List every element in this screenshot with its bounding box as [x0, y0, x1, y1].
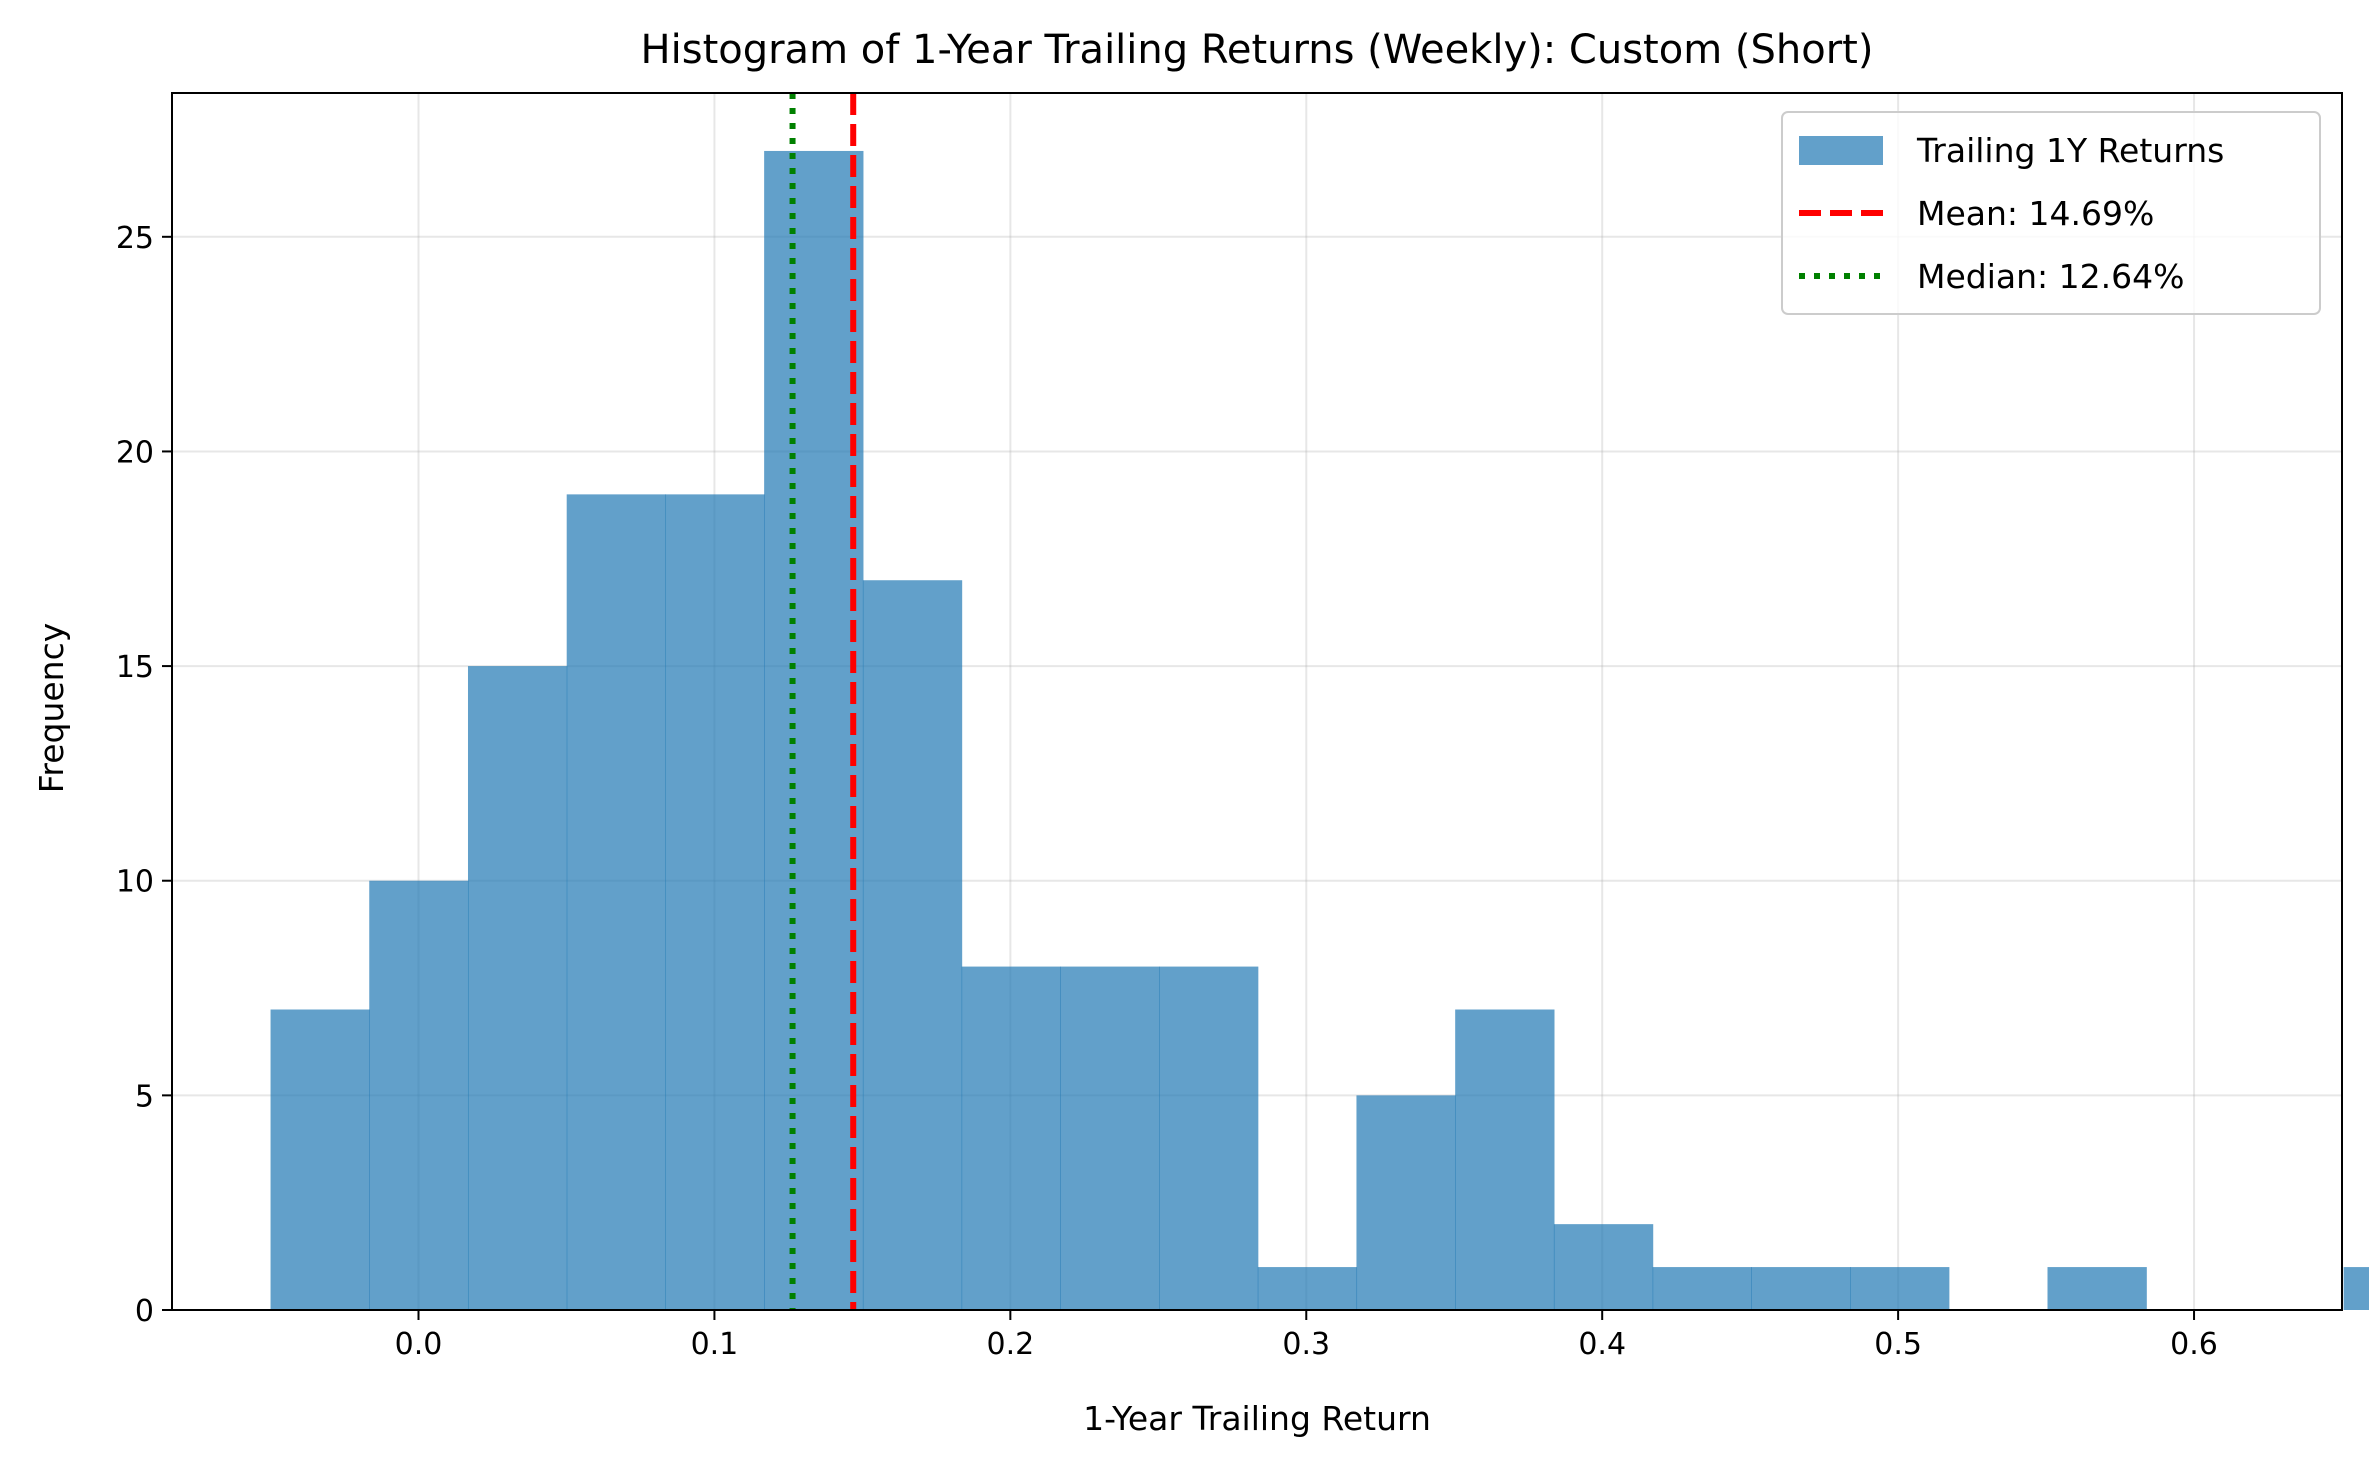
histogram-bar — [1356, 1095, 1456, 1310]
x-tick-label: 0.0 — [395, 1327, 443, 1362]
x-tick-label: 0.4 — [1578, 1327, 1626, 1362]
histogram-bar — [764, 150, 864, 1310]
histogram-bar — [1257, 1267, 1358, 1310]
y-tick-label: 10 — [116, 865, 154, 900]
histogram-bar — [1159, 966, 1259, 1310]
legend-label: Mean: 14.69% — [1917, 194, 2154, 233]
histogram-bar — [665, 494, 765, 1310]
histogram-bar — [2047, 1267, 2147, 1310]
histogram-bar — [1060, 966, 1160, 1310]
x-tick-label: 0.6 — [2170, 1327, 2218, 1362]
y-tick-label: 20 — [116, 435, 154, 470]
histogram-bar — [862, 580, 963, 1310]
x-tick-label: 0.3 — [1282, 1327, 1330, 1362]
bars-layer — [270, 150, 2369, 1310]
legend-label: Median: 12.64% — [1917, 257, 2184, 296]
y-tick-label: 5 — [135, 1079, 154, 1114]
legend-swatch-bars — [1799, 136, 1883, 165]
histogram-bar — [1652, 1267, 1752, 1310]
histogram-bar — [1553, 1224, 1654, 1310]
x-axis-ticks: 0.0 0.1 0.2 0.3 0.4 0.5 0.6 — [395, 1310, 2218, 1362]
x-tick-label: 0.5 — [1874, 1327, 1922, 1362]
histogram-bar — [566, 494, 667, 1310]
y-tick-label: 15 — [116, 650, 154, 685]
y-axis-ticks: 0 5 10 15 20 25 — [116, 221, 172, 1329]
y-axis-title: Frequency — [32, 623, 71, 793]
legend: Trailing 1Y Returns Mean: 14.69% Median: 1… — [1781, 111, 2321, 315]
y-tick-label: 25 — [116, 221, 154, 256]
x-axis-title: 1-Year Trailing Return — [1083, 1399, 1431, 1438]
legend-box — [1781, 111, 2321, 315]
y-tick-label: 0 — [135, 1294, 154, 1329]
histogram-bar — [1751, 1267, 1851, 1310]
legend-label: Trailing 1Y Returns — [1916, 131, 2224, 170]
plot-frame — [171, 92, 2343, 1311]
x-tick-label: 0.2 — [986, 1327, 1034, 1362]
reference-lines-layer — [789, 93, 857, 1310]
histogram-bar — [369, 880, 469, 1310]
chart-title: Histogram of 1-Year Trailing Returns (We… — [641, 27, 1874, 73]
histogram-bar — [467, 666, 568, 1310]
histogram-bar — [270, 1009, 370, 1310]
x-tick-label: 0.1 — [691, 1327, 739, 1362]
histogram-bar — [961, 966, 1061, 1310]
histogram-bar — [2343, 1267, 2369, 1310]
histogram-bar — [1850, 1267, 1950, 1310]
histogram-bar — [1455, 1009, 1555, 1310]
